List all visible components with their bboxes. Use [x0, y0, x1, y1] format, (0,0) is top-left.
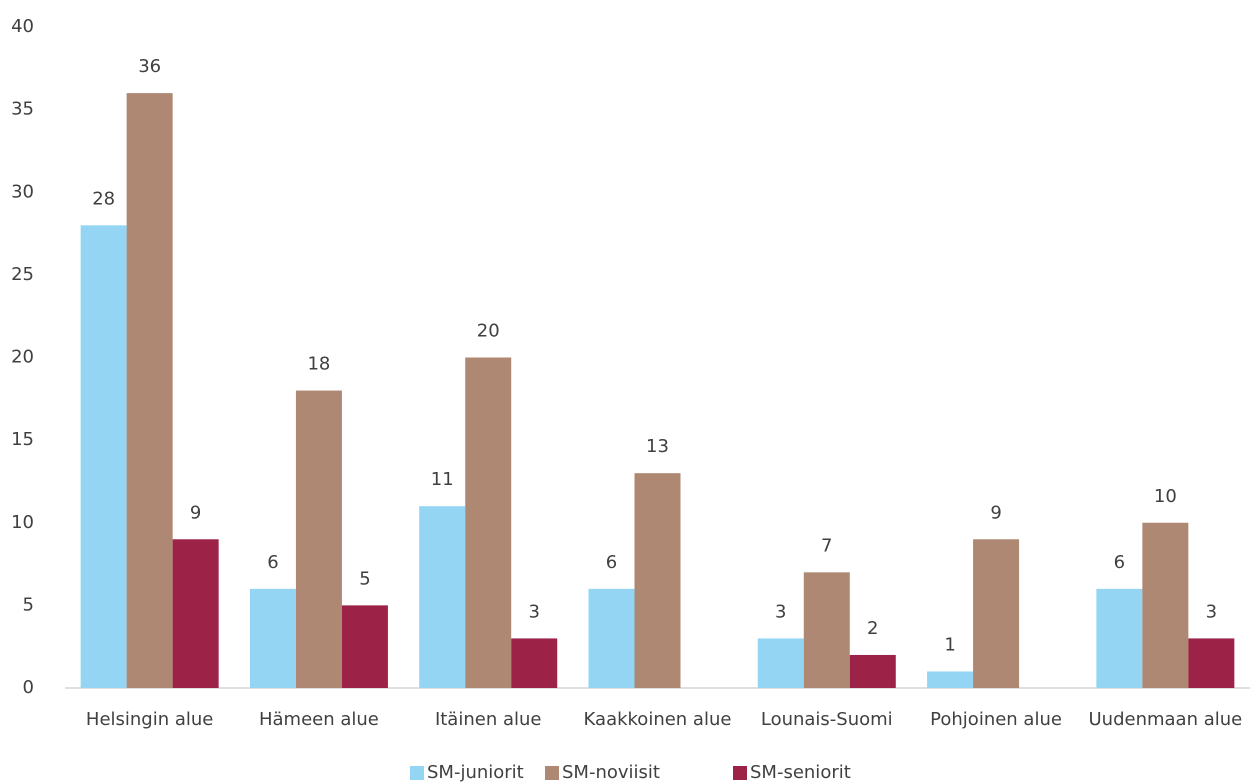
bar — [126, 93, 173, 689]
legend-label: SM-noviisit — [562, 762, 660, 782]
legend-label: SM-seniorit — [750, 762, 851, 782]
data-label: 3 — [1206, 601, 1217, 622]
bar — [1188, 638, 1235, 688]
x-tick-label: Lounais-Suomi — [761, 709, 893, 730]
bar — [295, 390, 342, 688]
bar — [757, 638, 804, 688]
data-label: 7 — [821, 535, 832, 556]
bar — [341, 605, 388, 688]
bar — [849, 654, 896, 688]
data-label: 20 — [477, 321, 500, 342]
bar — [511, 638, 558, 688]
x-tick-label: Kaakkoinen alue — [584, 709, 732, 730]
y-tick-label: 20 — [11, 347, 34, 368]
x-tick-label: Itäinen alue — [435, 709, 542, 730]
data-label: 6 — [1114, 552, 1125, 573]
data-label: 6 — [267, 552, 278, 573]
x-tick-label: Hämeen alue — [259, 709, 379, 730]
data-label: 2 — [867, 618, 878, 639]
legend-swatch — [733, 766, 747, 780]
bar — [1142, 522, 1189, 688]
y-tick-label: 30 — [11, 181, 34, 202]
legend-label: SM-juniorit — [427, 762, 524, 782]
bar — [973, 539, 1020, 688]
y-tick-label: 25 — [11, 264, 34, 285]
bar — [465, 357, 512, 688]
x-tick-label: Uudenmaan alue — [1088, 709, 1242, 730]
bar — [588, 588, 635, 688]
data-label: 3 — [775, 601, 786, 622]
bar — [249, 588, 296, 688]
bar — [634, 473, 681, 688]
data-label: 5 — [359, 568, 370, 589]
data-label: 13 — [646, 436, 669, 457]
data-label: 10 — [1154, 486, 1177, 507]
x-tick-label: Helsingin alue — [86, 709, 213, 730]
bar — [1096, 588, 1143, 688]
data-label: 9 — [190, 502, 201, 523]
legend-swatch — [410, 766, 424, 780]
data-label: 1 — [944, 634, 955, 655]
bar — [80, 225, 127, 689]
data-label: 3 — [528, 601, 539, 622]
y-tick-label: 15 — [11, 429, 34, 450]
bar — [172, 539, 219, 688]
y-tick-label: 5 — [23, 594, 34, 615]
data-label: 28 — [92, 188, 115, 209]
data-label: 18 — [307, 354, 330, 375]
y-tick-label: 35 — [11, 99, 34, 120]
y-tick-label: 40 — [11, 16, 34, 37]
data-label: 9 — [990, 502, 1001, 523]
y-tick-label: 0 — [23, 677, 34, 698]
data-label: 36 — [138, 56, 161, 77]
data-label: 11 — [431, 469, 454, 490]
bar — [803, 572, 850, 688]
bar — [927, 671, 974, 688]
legend-swatch — [545, 766, 559, 780]
data-label: 6 — [606, 552, 617, 573]
y-tick-label: 10 — [11, 512, 34, 533]
bar — [419, 506, 466, 688]
x-tick-label: Pohjoinen alue — [930, 709, 1062, 730]
